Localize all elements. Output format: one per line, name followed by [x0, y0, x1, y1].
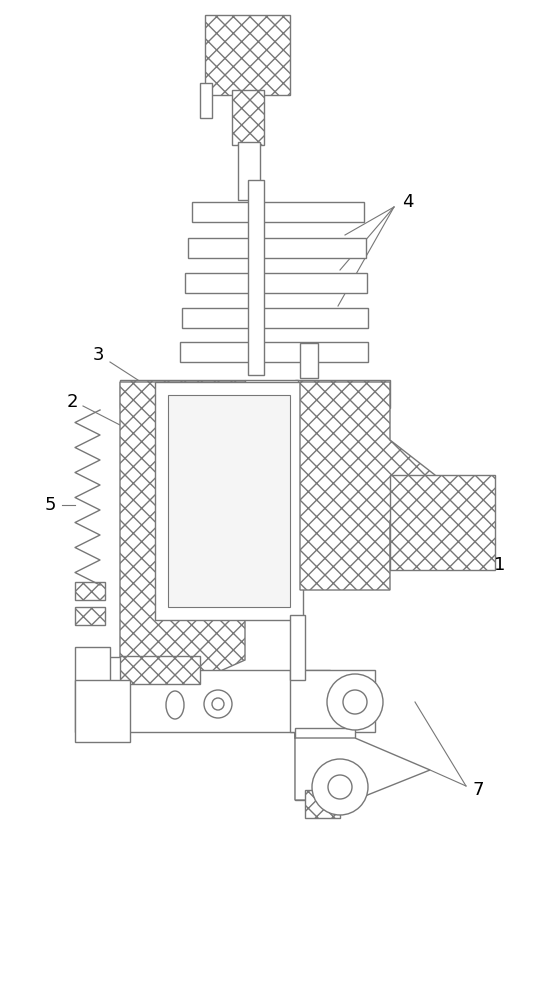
- Bar: [185, 273, 367, 293]
- Bar: [390, 475, 495, 570]
- Circle shape: [343, 690, 367, 714]
- Bar: [238, 142, 260, 200]
- Text: 3: 3: [92, 346, 104, 364]
- Text: 4: 4: [402, 193, 414, 211]
- Bar: [305, 790, 340, 818]
- Bar: [75, 582, 105, 600]
- Bar: [75, 680, 130, 742]
- Bar: [180, 342, 368, 362]
- Bar: [248, 180, 264, 375]
- Bar: [232, 90, 264, 145]
- Bar: [290, 670, 375, 732]
- Ellipse shape: [166, 691, 184, 719]
- Bar: [192, 202, 364, 222]
- Bar: [100, 670, 330, 732]
- Circle shape: [204, 690, 232, 718]
- Bar: [205, 15, 290, 95]
- Bar: [295, 380, 390, 408]
- Bar: [295, 728, 355, 800]
- Text: 2: 2: [66, 393, 78, 411]
- Text: 7: 7: [472, 781, 484, 799]
- Bar: [290, 615, 305, 680]
- Circle shape: [327, 674, 383, 730]
- Bar: [75, 647, 110, 732]
- Bar: [75, 607, 105, 625]
- Bar: [120, 380, 245, 408]
- Bar: [155, 382, 303, 620]
- Polygon shape: [295, 732, 430, 800]
- Text: 5: 5: [44, 496, 56, 514]
- Polygon shape: [120, 382, 245, 680]
- Circle shape: [328, 775, 352, 799]
- Bar: [120, 656, 200, 684]
- Bar: [200, 83, 212, 118]
- Circle shape: [212, 698, 224, 710]
- Polygon shape: [300, 382, 490, 590]
- Bar: [300, 343, 318, 378]
- Circle shape: [312, 759, 368, 815]
- Bar: [188, 238, 366, 258]
- Bar: [100, 657, 155, 682]
- Bar: [182, 308, 368, 328]
- Text: 1: 1: [494, 556, 506, 574]
- Bar: [168, 395, 290, 607]
- Bar: [245, 380, 298, 408]
